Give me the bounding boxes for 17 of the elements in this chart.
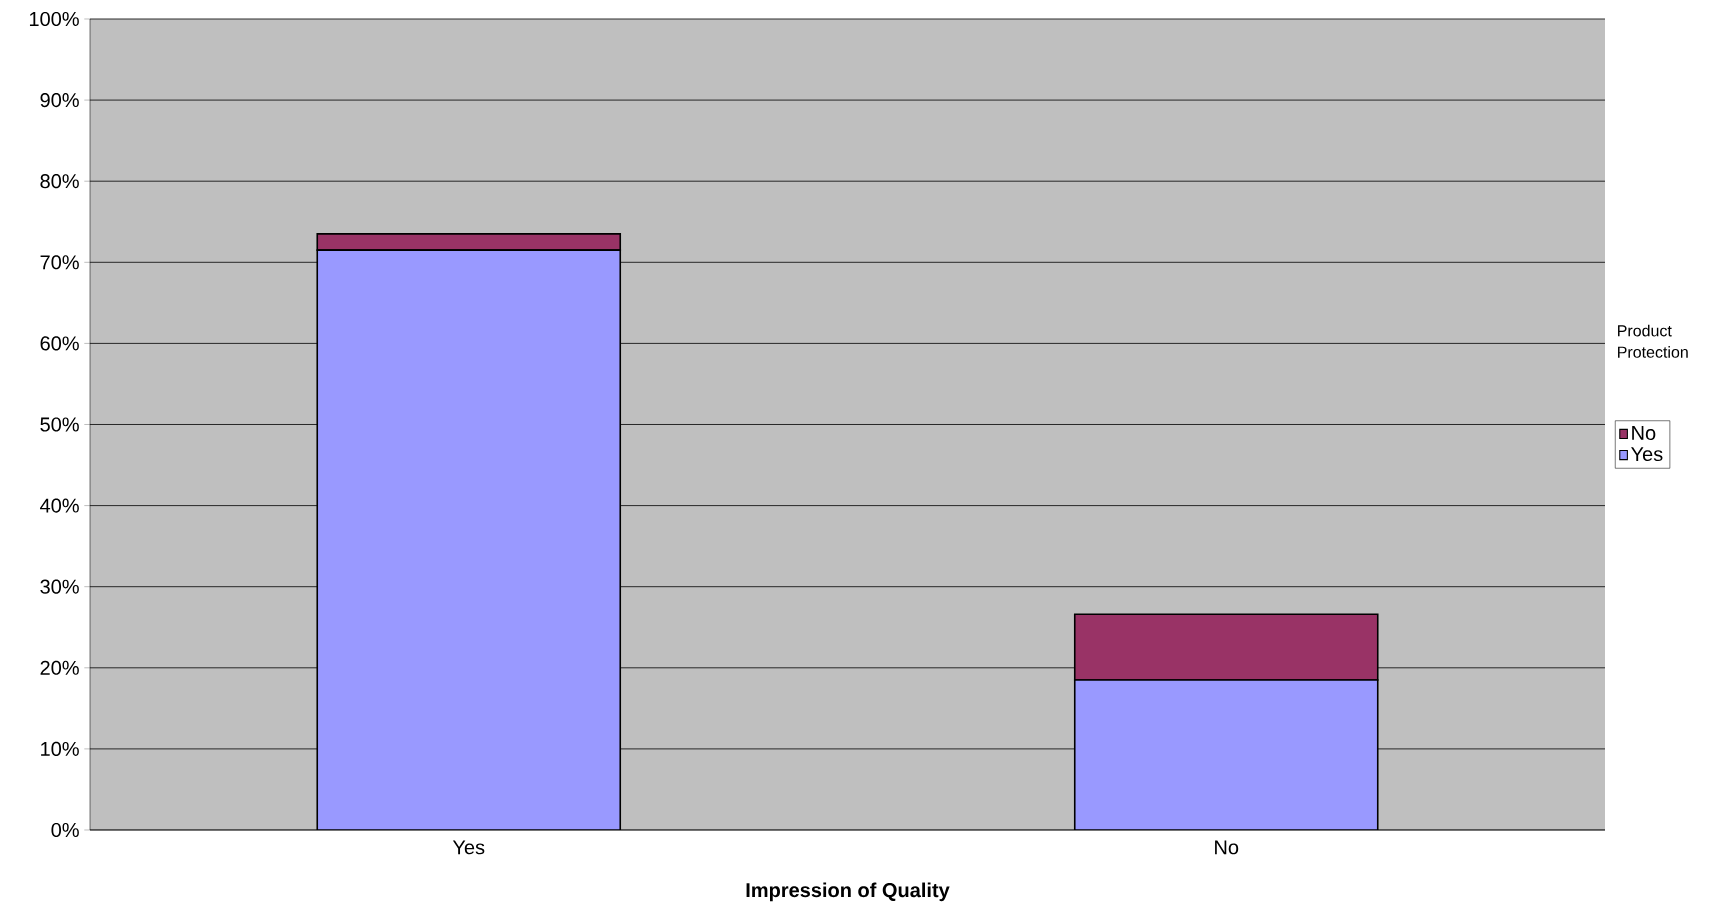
y-tick-label: 70%: [40, 255, 79, 270]
y-tick-label: 20%: [40, 660, 79, 675]
x-axis-title: Impression of Quality: [746, 882, 950, 902]
bar: [316, 249, 622, 830]
bar: [1073, 679, 1379, 830]
legend-label: Yes: [1631, 447, 1663, 462]
y-tick-label: 40%: [40, 498, 79, 513]
y-tick-label: 100%: [29, 11, 79, 27]
y-tick-label: 10%: [41, 741, 79, 756]
y-tick-label: 60%: [40, 336, 79, 351]
y-tick-label: 30%: [40, 579, 79, 594]
legend-title: Product Protection: [1618, 324, 1688, 358]
legend-label: No: [1632, 426, 1656, 441]
y-tick-label: 50%: [40, 417, 79, 432]
y-tick-label: 90%: [40, 93, 79, 108]
y-tick-label: 80%: [40, 174, 79, 189]
y-tick-label: 0%: [51, 822, 79, 838]
